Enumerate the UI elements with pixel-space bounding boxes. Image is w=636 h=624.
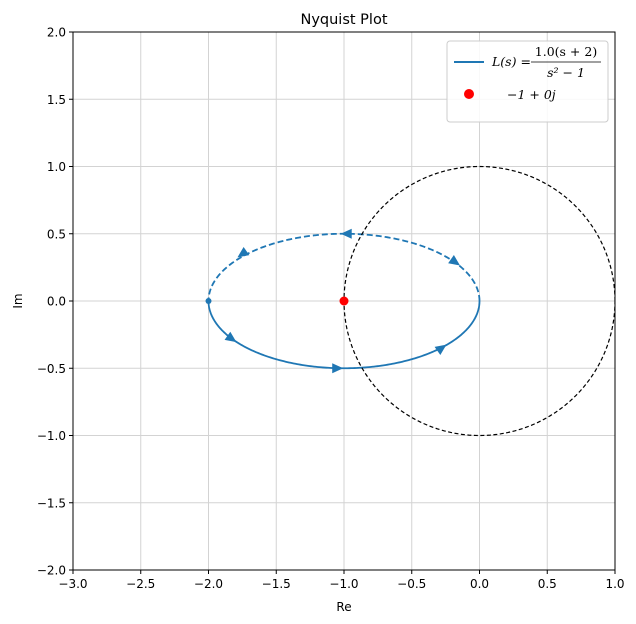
direction-arrow	[224, 331, 237, 343]
legend-series-label-numerator: 1.0(s + 2)	[535, 44, 597, 59]
x-tick-label: −0.5	[397, 577, 426, 591]
curve-start-point	[205, 298, 212, 304]
y-tick-label: 0.5	[47, 227, 66, 241]
y-tick-label: −1.0	[37, 429, 66, 443]
mirror-direction-arrow	[237, 246, 250, 258]
legend-series-label-denominator: s² − 1	[547, 65, 585, 80]
legend-box	[446, 40, 609, 123]
x-tick-label: −1.0	[329, 577, 358, 591]
y-axis-label: Im	[11, 293, 25, 308]
legend-point-label: −1 + 0j	[507, 87, 556, 102]
y-tick-label: −2.0	[37, 564, 66, 578]
legend: L(s) = 1.0(s + 2) s² − 1 −1 + 0j	[446, 40, 609, 123]
direction-arrow	[332, 363, 344, 374]
legend-point-swatch	[464, 89, 474, 99]
legend-series-label-prefix: L(s) =	[491, 54, 531, 69]
plot-area	[205, 165, 615, 437]
y-tick-label: −1.5	[37, 496, 66, 510]
x-tick-label: 0.5	[538, 577, 557, 591]
y-tick-label: 1.5	[47, 93, 66, 107]
x-axis-label: Re	[336, 600, 351, 614]
nyquist-curve	[207, 300, 481, 370]
y-tick-label: 0.0	[47, 295, 66, 309]
mirror-direction-arrow	[448, 255, 461, 266]
y-tick-label: 2.0	[47, 26, 66, 40]
x-tick-label: 1.0	[605, 577, 624, 591]
ticks: −3.0 −2.5 −2.0 −1.5 −1.0 −0.5 0.0 0.5 1.0 −2.0 −1.…	[37, 26, 625, 592]
chart-title: Nyquist Plot	[300, 12, 387, 28]
x-tick-label: −2.5	[126, 577, 155, 591]
critical-point	[339, 296, 349, 306]
x-tick-label: 0.0	[470, 577, 489, 591]
x-tick-label: −2.0	[194, 577, 223, 591]
direction-arrow	[434, 344, 447, 356]
y-tick-label: −0.5	[37, 362, 66, 376]
x-tick-label: −1.5	[262, 577, 291, 591]
y-tick-label: 1.0	[47, 160, 66, 174]
mirror-direction-arrow	[340, 228, 352, 239]
x-tick-label: −3.0	[58, 577, 87, 591]
